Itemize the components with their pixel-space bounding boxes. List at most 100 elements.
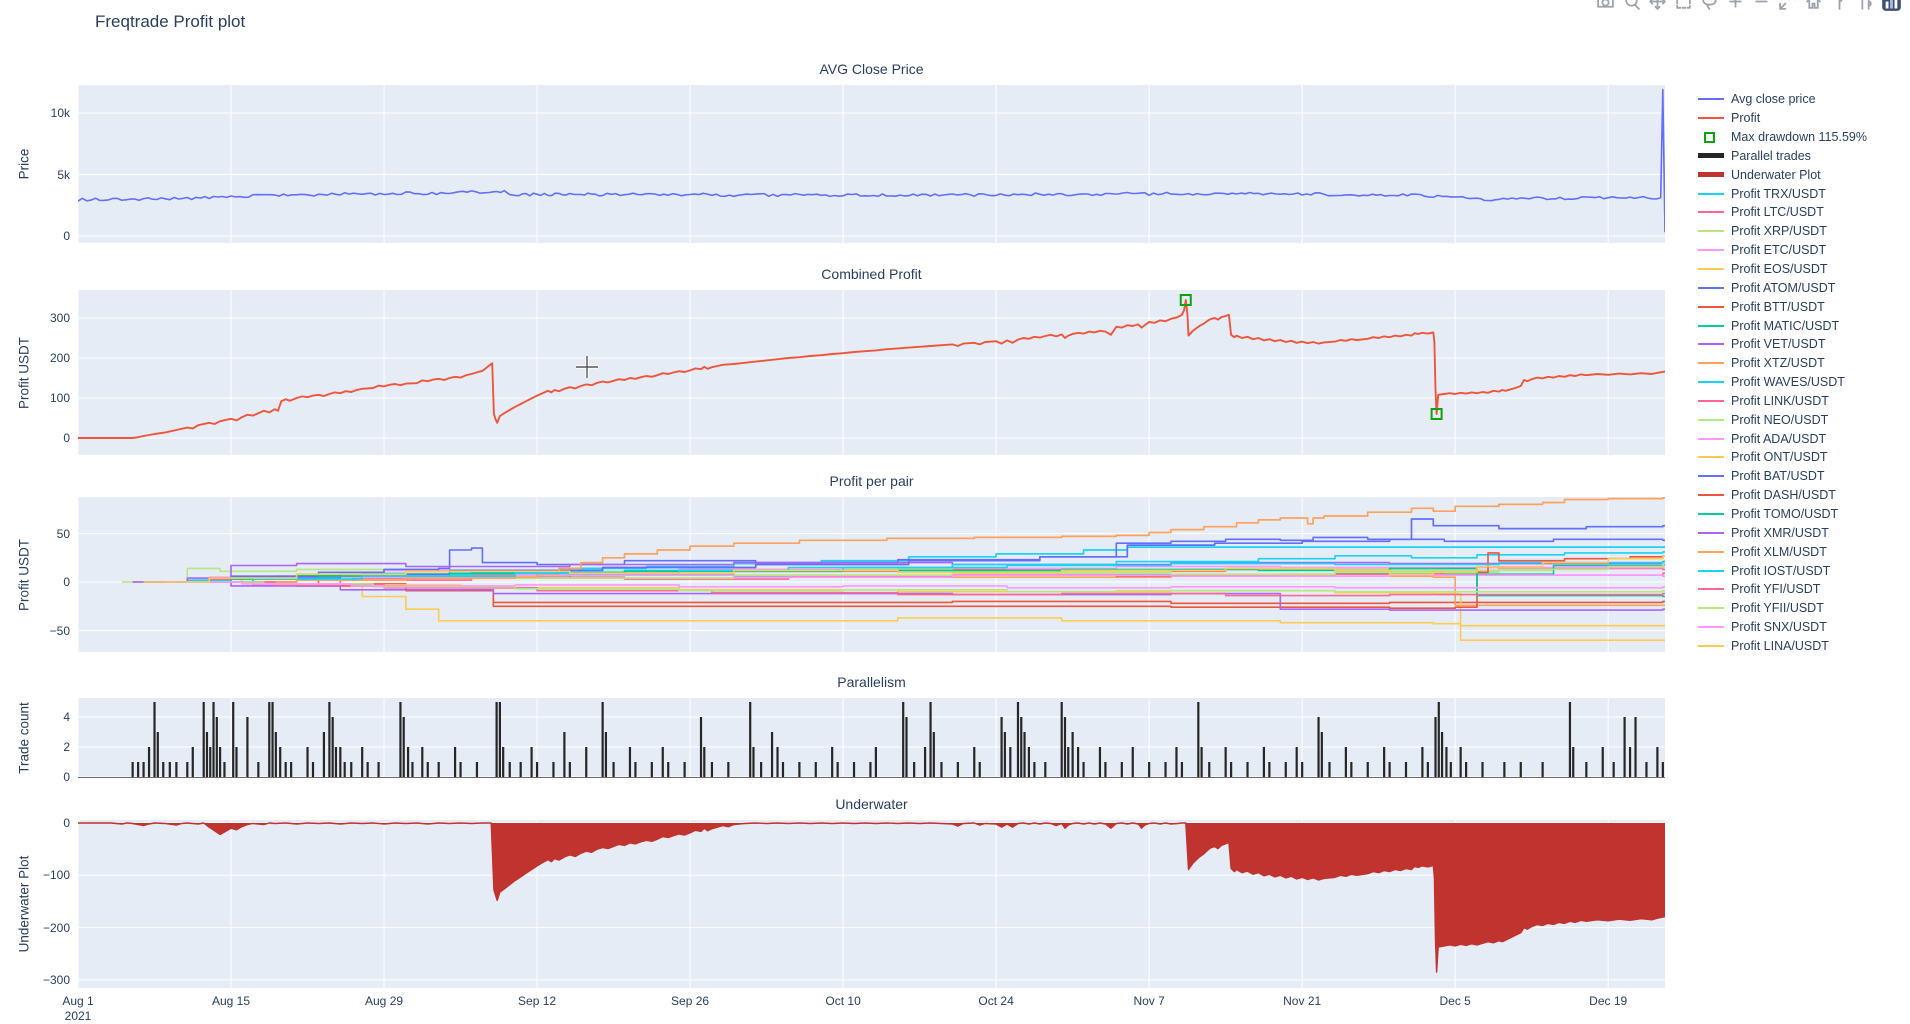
- trade-count-bar: [760, 762, 763, 777]
- legend-label: Profit WAVES/USDT: [1731, 375, 1845, 390]
- trade-count-bar: [322, 732, 326, 777]
- legend-item-profit-matic-usdt[interactable]: Profit MATIC/USDT: [1698, 316, 1910, 335]
- y-tick-label: 5k: [57, 167, 70, 182]
- legend-item-profit-atom-usdt[interactable]: Profit ATOM/USDT: [1698, 278, 1910, 297]
- figure-title: Freqtrade Profit plot: [95, 12, 246, 31]
- trade-count-bar: [147, 747, 151, 777]
- legend-item-profit[interactable]: Profit: [1698, 109, 1910, 128]
- trade-count-bar: [205, 732, 209, 777]
- plot-area-underwater[interactable]: [78, 820, 1665, 988]
- trade-count-bar: [271, 702, 274, 777]
- legend-item-profit-eos-usdt[interactable]: Profit EOS/USDT: [1698, 260, 1910, 279]
- legend-item-profit-xmr-usdt[interactable]: Profit XMR/USDT: [1698, 523, 1910, 542]
- legend-item-profit-tomo-usdt[interactable]: Profit TOMO/USDT: [1698, 505, 1910, 524]
- trade-count-bar: [650, 762, 653, 777]
- trade-count-bar: [1262, 747, 1266, 777]
- legend-item-profit-yfi-usdt[interactable]: Profit YFI/USDT: [1698, 580, 1910, 599]
- legend-item-profit-etc-usdt[interactable]: Profit ETC/USDT: [1698, 241, 1910, 260]
- legend-swatch-icon: [1698, 343, 1724, 346]
- legend-label: Profit: [1731, 111, 1761, 126]
- trade-count-bar: [1148, 762, 1151, 777]
- legend-item-max-drawdown-115-59-[interactable]: Max drawdown 115.59%: [1698, 128, 1910, 147]
- legend-item-underwater-plot[interactable]: Underwater Plot: [1698, 165, 1910, 184]
- trade-count-bar: [1016, 702, 1020, 777]
- subplot-title-profit-per-pair: Profit per pair: [829, 473, 914, 489]
- trade-count-bar: [913, 762, 916, 777]
- zoom-icon[interactable]: [1618, 0, 1644, 13]
- legend-item-profit-xtz-usdt[interactable]: Profit XTZ/USDT: [1698, 354, 1910, 373]
- camera-icon[interactable]: [1592, 0, 1618, 13]
- legend-item-profit-link-usdt[interactable]: Profit LINK/USDT: [1698, 392, 1910, 411]
- legend-item-profit-waves-usdt[interactable]: Profit WAVES/USDT: [1698, 373, 1910, 392]
- trade-count-bar: [634, 762, 637, 777]
- trade-count-bar: [1434, 717, 1437, 777]
- trade-count-bar: [1628, 747, 1632, 777]
- legend-item-profit-neo-usdt[interactable]: Profit NEO/USDT: [1698, 410, 1910, 429]
- x-tick-label: Sep 12: [518, 994, 557, 1008]
- legend-item-profit-ada-usdt[interactable]: Profit ADA/USDT: [1698, 429, 1910, 448]
- legend-item-profit-snx-usdt[interactable]: Profit SNX/USDT: [1698, 618, 1910, 637]
- legend: Avg close price Profit Max drawdown 115.59…: [1698, 90, 1910, 655]
- reset-axes-icon[interactable]: [1800, 0, 1826, 13]
- trade-count-bar: [940, 762, 943, 777]
- plot-area-combined-profit[interactable]: [78, 290, 1665, 455]
- legend-item-profit-bat-usdt[interactable]: Profit BAT/USDT: [1698, 467, 1910, 486]
- legend-item-profit-trx-usdt[interactable]: Profit TRX/USDT: [1698, 184, 1910, 203]
- y-tick-label: 0: [63, 575, 70, 589]
- trade-count-bar: [215, 717, 218, 777]
- box-select-icon[interactable]: [1670, 0, 1696, 13]
- legend-label: Underwater Plot: [1731, 167, 1821, 182]
- legend-item-avg-close-price[interactable]: Avg close price: [1698, 90, 1910, 109]
- trade-count-bar: [377, 762, 380, 777]
- trade-count-bar: [781, 762, 785, 777]
- trade-count-bar: [1284, 762, 1287, 777]
- hover-compare-icon[interactable]: [1852, 0, 1878, 13]
- trade-count-bar: [1350, 762, 1353, 777]
- legend-swatch-icon: [1698, 494, 1724, 497]
- max-drawdown-marker: [1179, 294, 1192, 306]
- plot-area-profit-per-pair[interactable]: [78, 497, 1665, 652]
- plot-area-avg-close[interactable]: [78, 85, 1665, 243]
- legend-swatch-icon: [1698, 98, 1724, 101]
- series-profit-iost-usdt: [176, 560, 1665, 583]
- legend-item-profit-btt-usdt[interactable]: Profit BTT/USDT: [1698, 297, 1910, 316]
- legend-swatch-icon: [1698, 153, 1724, 159]
- trade-count-bar: [749, 702, 752, 777]
- legend-item-profit-dash-usdt[interactable]: Profit DASH/USDT: [1698, 486, 1910, 505]
- legend-swatch-icon: [1698, 362, 1724, 365]
- hover-closest-icon[interactable]: [1826, 0, 1852, 13]
- legend-item-profit-ltc-usdt[interactable]: Profit LTC/USDT: [1698, 203, 1910, 222]
- legend-label: Profit VET/USDT: [1731, 337, 1826, 352]
- trade-count-bar: [212, 702, 215, 777]
- legend-label: Avg close price: [1731, 92, 1816, 107]
- legend-swatch-icon: [1698, 626, 1724, 629]
- trade-count-bar: [1437, 702, 1440, 777]
- plot-area-parallelism[interactable]: [78, 698, 1665, 778]
- plotly-logo-icon[interactable]: [1878, 0, 1904, 13]
- trade-count-bar: [1421, 747, 1424, 777]
- trade-count-bar: [1098, 747, 1102, 777]
- legend-item-profit-yfii-usdt[interactable]: Profit YFII/USDT: [1698, 599, 1910, 618]
- legend-item-profit-xrp-usdt[interactable]: Profit XRP/USDT: [1698, 222, 1910, 241]
- y-tick-label: −200: [42, 920, 70, 935]
- legend-item-profit-vet-usdt[interactable]: Profit VET/USDT: [1698, 335, 1910, 354]
- autoscale-icon[interactable]: [1774, 0, 1800, 13]
- series-profit-tomo-usdt: [165, 567, 1665, 598]
- series-profit-snx-usdt: [165, 581, 1665, 589]
- trade-count-bar: [1197, 702, 1200, 777]
- lasso-icon[interactable]: [1696, 0, 1722, 13]
- legend-item-profit-lina-usdt[interactable]: Profit LINA/USDT: [1698, 636, 1910, 655]
- y-tick-label: 4: [63, 710, 70, 724]
- trade-count-bar: [402, 717, 405, 777]
- trade-count-bar: [498, 702, 501, 777]
- trade-count-bar: [530, 747, 533, 777]
- legend-item-profit-iost-usdt[interactable]: Profit IOST/USDT: [1698, 561, 1910, 580]
- series-underwater-plot: [78, 822, 1665, 973]
- zoom-in-icon[interactable]: [1722, 0, 1748, 13]
- legend-item-profit-ont-usdt[interactable]: Profit ONT/USDT: [1698, 448, 1910, 467]
- trade-count-bar: [1076, 747, 1080, 777]
- zoom-out-icon[interactable]: [1748, 0, 1774, 13]
- pan-icon[interactable]: [1644, 0, 1670, 13]
- legend-item-parallel-trades[interactable]: Parallel trades: [1698, 147, 1910, 166]
- legend-item-profit-xlm-usdt[interactable]: Profit XLM/USDT: [1698, 542, 1910, 561]
